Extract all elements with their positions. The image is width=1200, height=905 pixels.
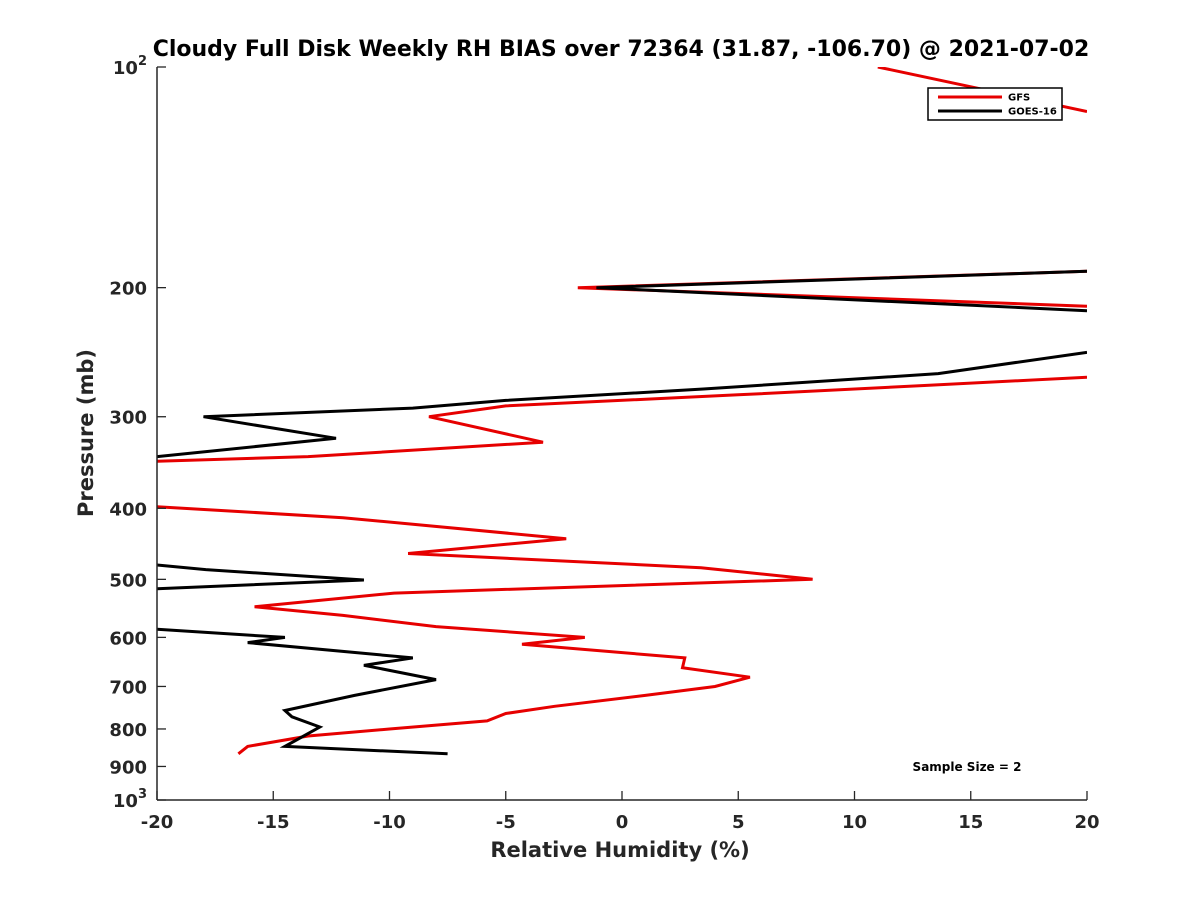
legend-label: GOES-16: [1008, 107, 1057, 118]
y-tick-label: 800: [109, 720, 147, 741]
y-tick-label: 700: [109, 677, 147, 698]
y-tick-base: 10: [113, 791, 138, 812]
y-tick-exponent: 2: [138, 54, 147, 69]
x-tick-label: 15: [958, 812, 983, 833]
plot-lines: [157, 67, 1087, 756]
y-axis-label: Pressure (mb): [74, 349, 98, 517]
series-goes-16-segment-0: [596, 269, 1087, 313]
x-tick-label: -15: [257, 812, 290, 833]
x-tick-label: -20: [141, 812, 174, 833]
legend-box: [927, 87, 1063, 121]
x-tick-label: 10: [842, 812, 867, 833]
y-tick-label: 300: [109, 408, 147, 429]
legend-label: GFS: [1008, 93, 1030, 104]
y-tick-label: 900: [109, 757, 147, 778]
chart-title: Cloudy Full Disk Weekly RH BIAS over 723…: [153, 37, 1090, 62]
y-tick-exponent: 3: [138, 787, 147, 802]
series-gfs-segment-1: [577, 269, 1087, 308]
x-tick-label: -10: [373, 812, 406, 833]
y-tick-label: 500: [109, 570, 147, 591]
y-tick-label: 600: [109, 628, 147, 649]
x-tick-label: -5: [496, 812, 516, 833]
series-goes-16-segment-3: [157, 627, 448, 756]
y-tick-label: 200: [109, 279, 147, 300]
y-tick-label: 400: [109, 499, 147, 520]
y-tick-label: 102: [113, 54, 147, 79]
series-goes-16-segment-2: [157, 563, 364, 591]
x-tick-label: 0: [616, 812, 629, 833]
series-gfs-segment-3: [157, 505, 813, 755]
x-tick-label: 5: [732, 812, 745, 833]
series-gfs-segment-2: [157, 375, 1087, 463]
sample-size-annotation: Sample Size = 2: [913, 760, 1022, 774]
y-tick-base: 10: [113, 58, 138, 79]
legend: GFS GOES-16: [927, 87, 1063, 121]
series-goes-16-segment-1: [157, 350, 1087, 459]
axes: -20 -15 -10 -5 0 5 10 15 20102200300400500600700…: [109, 54, 1099, 833]
x-axis-label: Relative Humidity (%): [490, 838, 749, 862]
y-tick-label: 103: [113, 787, 147, 812]
x-tick-label: 20: [1074, 812, 1099, 833]
